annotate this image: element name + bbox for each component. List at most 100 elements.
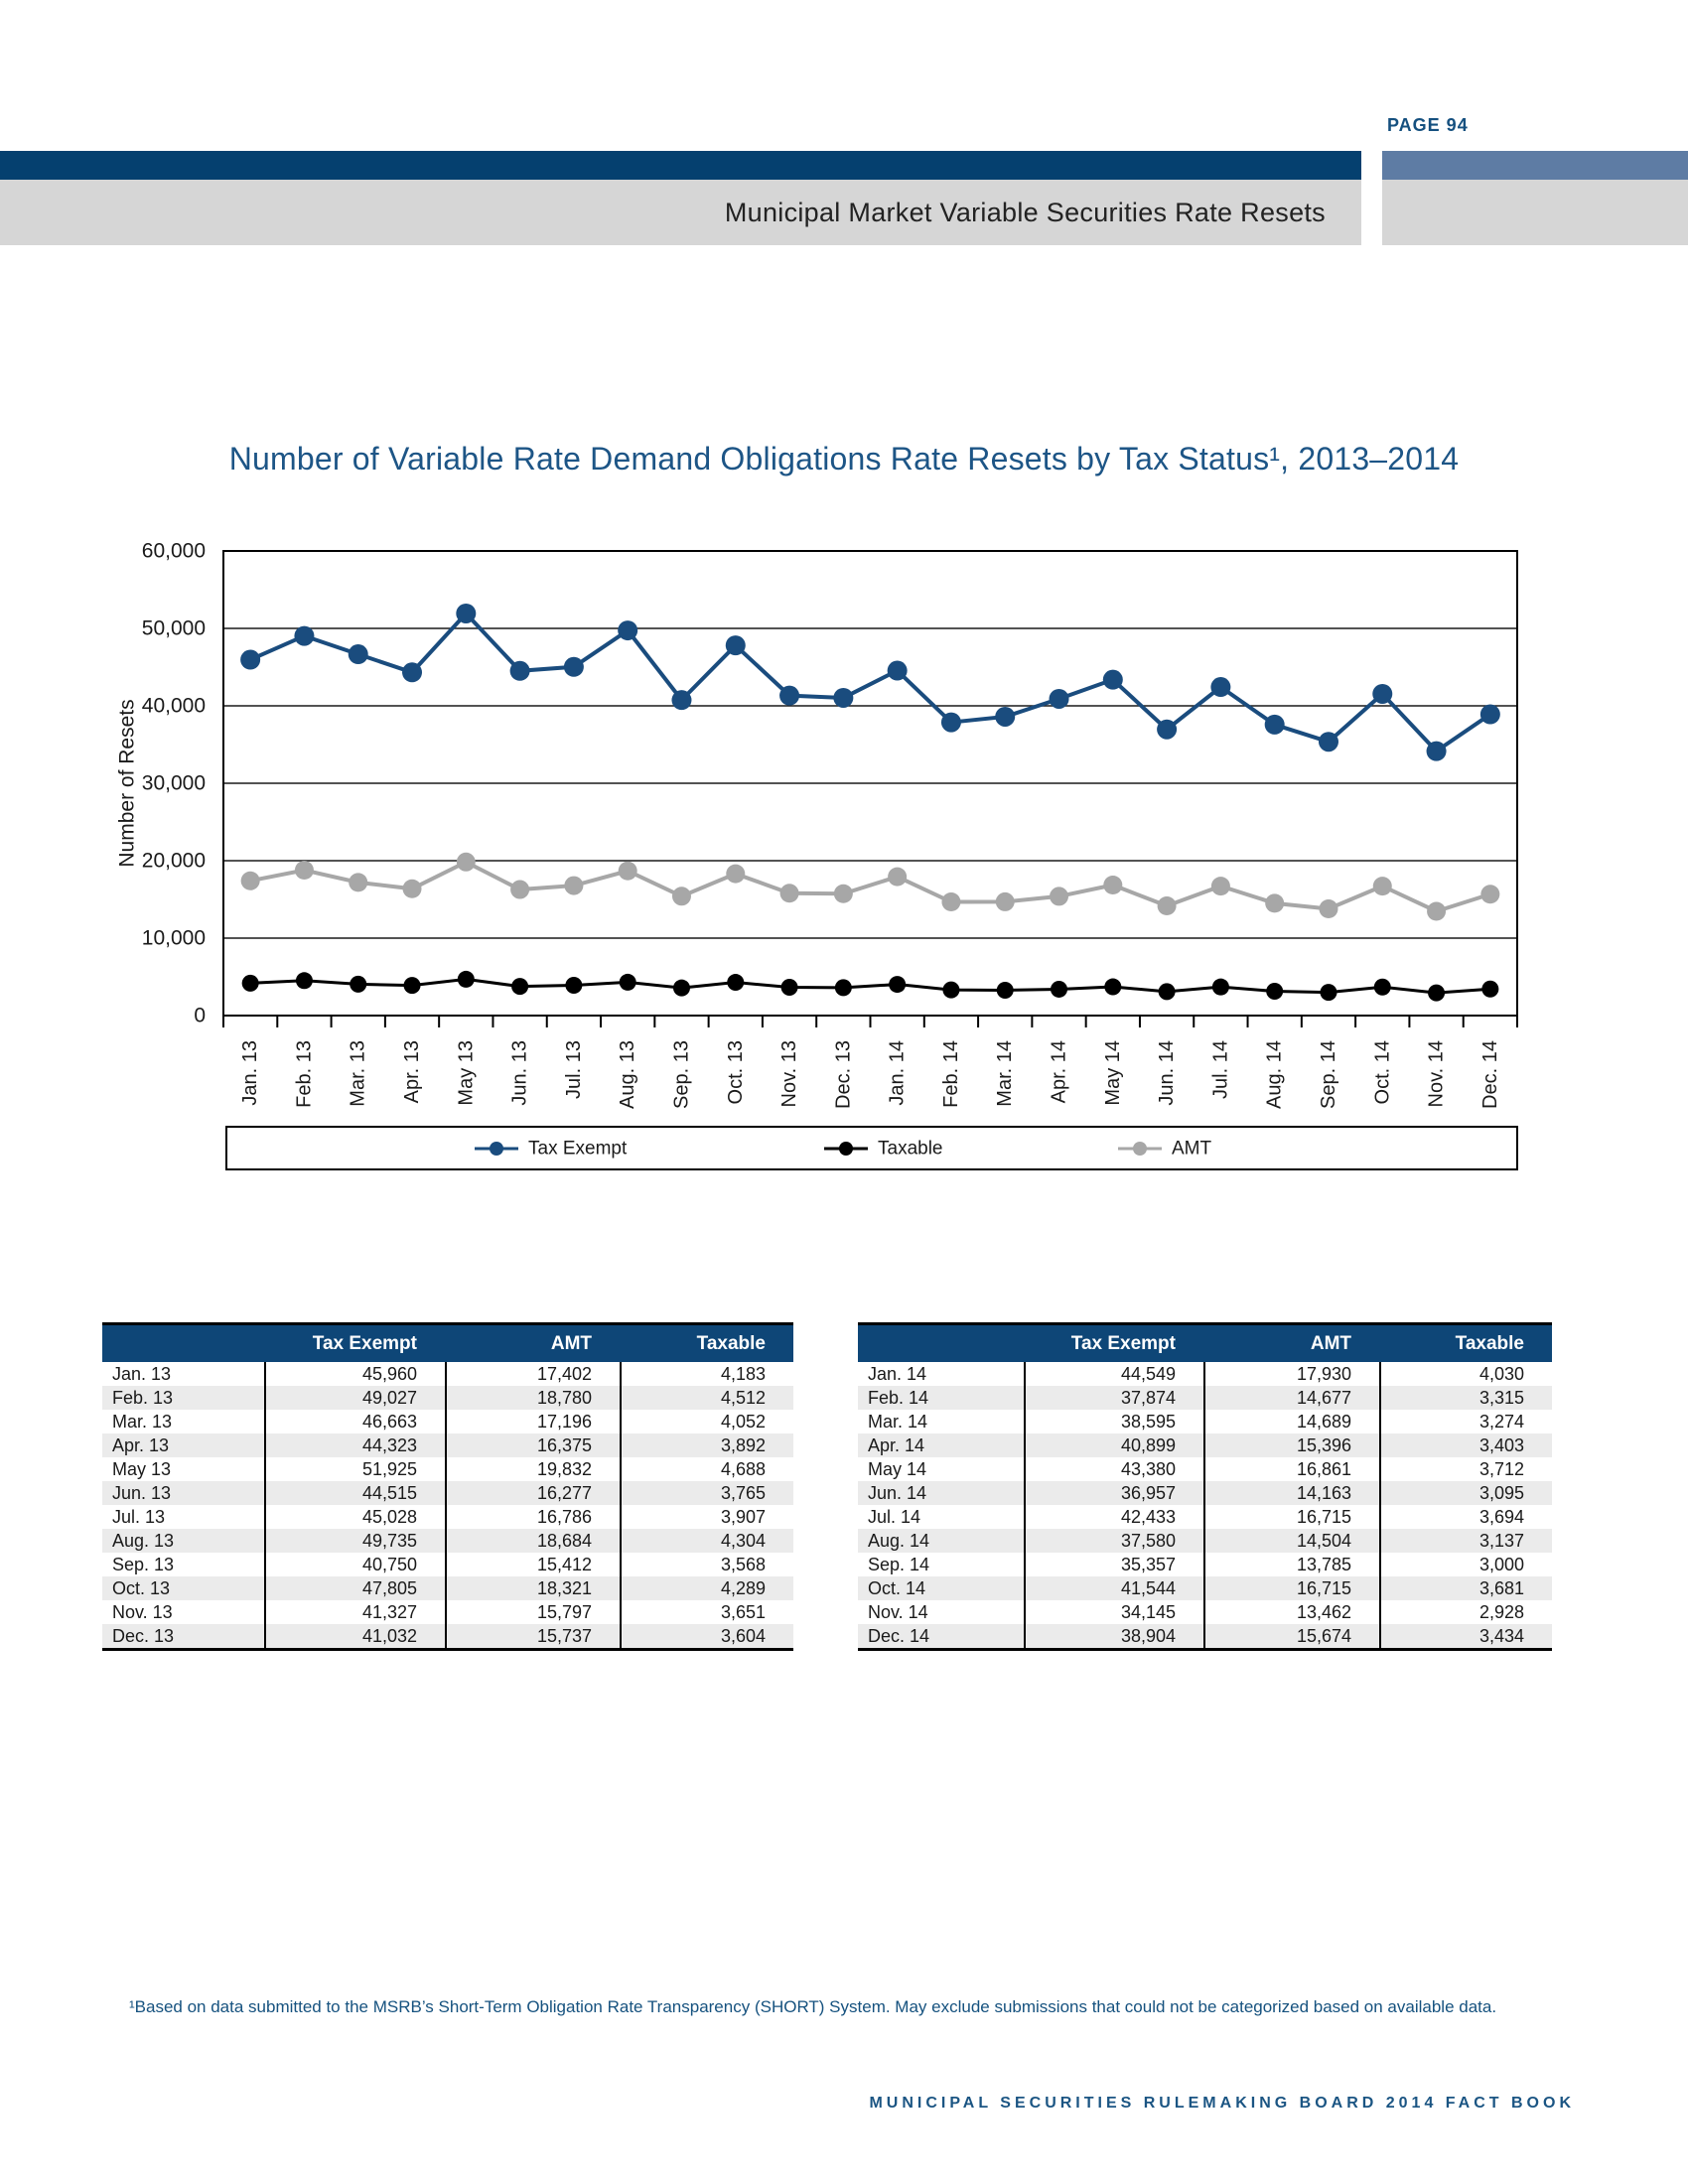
table-row: Oct. 13 47,805 18,321 4,289: [102, 1576, 793, 1600]
cell-value: 38,904: [1024, 1624, 1203, 1648]
cell-value: 13,785: [1203, 1553, 1379, 1576]
table-row: Oct. 14 41,544 16,715 3,681: [858, 1576, 1552, 1600]
column-header: AMT: [1310, 1332, 1351, 1354]
cell-value: 4,304: [620, 1529, 793, 1553]
series-point-taxable: [996, 981, 1014, 999]
series-point-tax-exempt: [402, 662, 423, 683]
cell-value: 18,684: [445, 1529, 620, 1553]
series-point-tax-exempt: [348, 644, 368, 665]
cell-value: 4,183: [620, 1362, 793, 1386]
cell-value: 4,512: [620, 1386, 793, 1410]
data-table-2014: Tax Exempt AMT Taxable Jan. 14 44,549 17,930 4…: [858, 1322, 1552, 1651]
column-header: Taxable: [1455, 1332, 1524, 1354]
row-label: Feb. 13: [112, 1388, 174, 1408]
series-point-taxable: [889, 976, 907, 994]
x-tick-label: May 13: [455, 1040, 477, 1106]
table-row: Mar. 14 38,595 14,689 3,274: [858, 1410, 1552, 1433]
cell-value: 3,604: [620, 1624, 793, 1648]
cell-value: 41,032: [264, 1624, 445, 1648]
x-tick-label: Nov. 13: [778, 1040, 800, 1107]
table-row: Mar. 13 46,663 17,196 4,052: [102, 1410, 793, 1433]
cell-value: 45,028: [264, 1505, 445, 1529]
cell-value: 47,805: [264, 1576, 445, 1600]
cell-value: 41,327: [264, 1600, 445, 1624]
row-label: Jul. 13: [112, 1507, 166, 1527]
row-label: Sep. 14: [868, 1555, 930, 1574]
cell-value: 3,907: [620, 1505, 793, 1529]
series-point-tax-exempt: [940, 712, 961, 733]
series-point-taxable: [1481, 980, 1499, 998]
cell-value: 3,095: [1379, 1481, 1552, 1505]
cell-value: 3,403: [1379, 1433, 1552, 1457]
header-navy-bar: [0, 151, 1361, 180]
cell-value: 15,737: [445, 1624, 620, 1648]
x-tick-label: Mar. 13: [348, 1040, 369, 1107]
series-point-tax-exempt: [1479, 704, 1500, 725]
cell-value: 3,651: [620, 1600, 793, 1624]
series-point-tax-exempt: [1372, 683, 1393, 704]
legend-marker-dot-tax-exempt: [490, 1142, 503, 1156]
y-tick-label: 50,000: [142, 617, 206, 640]
series-point-taxable: [1211, 978, 1229, 996]
cell-value: 45,960: [264, 1362, 445, 1386]
cell-value: 42,433: [1024, 1505, 1203, 1529]
cell-value: 15,674: [1203, 1624, 1379, 1648]
cell-value: 4,052: [620, 1410, 793, 1433]
header-gray-bar: Municipal Market Variable Securities Rat…: [0, 180, 1361, 245]
x-tick-label: May 14: [1102, 1040, 1124, 1106]
table-row: Apr. 14 40,899 15,396 3,403: [858, 1433, 1552, 1457]
series-point-tax-exempt: [240, 649, 261, 670]
row-label: May 14: [868, 1459, 927, 1479]
series-point-tax-exempt: [509, 660, 530, 681]
series-point-amt: [1427, 901, 1447, 921]
legend-label-taxable: Taxable: [878, 1139, 943, 1160]
x-tick-label: Sep. 13: [670, 1040, 692, 1109]
cell-value: 3,681: [1379, 1576, 1552, 1600]
series-point-taxable: [403, 977, 421, 995]
cell-value: 49,735: [264, 1529, 445, 1553]
series-point-tax-exempt: [294, 625, 315, 646]
row-label: May 13: [112, 1459, 172, 1479]
cell-value: 35,357: [1024, 1553, 1203, 1576]
series-point-taxable: [1320, 984, 1337, 1002]
legend-label-tax-exempt: Tax Exempt: [528, 1139, 628, 1160]
cell-value: 16,786: [445, 1505, 620, 1529]
row-label: Apr. 14: [868, 1435, 925, 1455]
x-tick-label: Aug. 13: [617, 1040, 638, 1109]
cell-value: 44,515: [264, 1481, 445, 1505]
cell-value: 3,315: [1379, 1386, 1552, 1410]
cell-value: 36,957: [1024, 1481, 1203, 1505]
cell-value: 2,928: [1379, 1600, 1552, 1624]
series-point-tax-exempt: [563, 656, 584, 677]
cell-value: 15,797: [445, 1600, 620, 1624]
cell-value: 13,462: [1203, 1600, 1379, 1624]
table-row: Jul. 13 45,028 16,786 3,907: [102, 1505, 793, 1529]
series-point-taxable: [1158, 983, 1176, 1001]
cell-value: 16,861: [1203, 1457, 1379, 1481]
cell-value: 3,274: [1379, 1410, 1552, 1433]
data-table-2013: Tax Exempt AMT Taxable Jan. 13 45,960 17,402 4…: [102, 1322, 793, 1651]
series-point-taxable: [1373, 978, 1391, 996]
cell-value: 14,677: [1203, 1386, 1379, 1410]
header-right-accent-bar: [1382, 151, 1688, 180]
table-row: May 14 43,380 16,861 3,712: [858, 1457, 1552, 1481]
column-header: Tax Exempt: [312, 1332, 417, 1354]
cell-value: 43,380: [1024, 1457, 1203, 1481]
table-row: Feb. 13 49,027 18,780 4,512: [102, 1386, 793, 1410]
y-tick-label: 40,000: [142, 695, 206, 718]
series-point-taxable: [1104, 978, 1122, 996]
row-label: Sep. 13: [112, 1555, 175, 1574]
series-point-taxable: [672, 979, 690, 997]
series-point-tax-exempt: [618, 620, 638, 641]
x-tick-label: Jun. 13: [509, 1040, 531, 1106]
series-point-taxable: [727, 974, 745, 992]
series-point-amt: [1319, 898, 1338, 918]
table-header-row: Tax Exempt AMT Taxable: [858, 1325, 1552, 1362]
series-point-tax-exempt: [887, 660, 908, 681]
x-tick-label: Apr. 13: [401, 1040, 423, 1103]
table-row: Jun. 14 36,957 14,163 3,095: [858, 1481, 1552, 1505]
series-point-tax-exempt: [1102, 669, 1123, 690]
series-point-taxable: [780, 979, 798, 997]
x-tick-label: Jul. 13: [563, 1040, 585, 1099]
table-row: Dec. 14 38,904 15,674 3,434: [858, 1624, 1552, 1648]
